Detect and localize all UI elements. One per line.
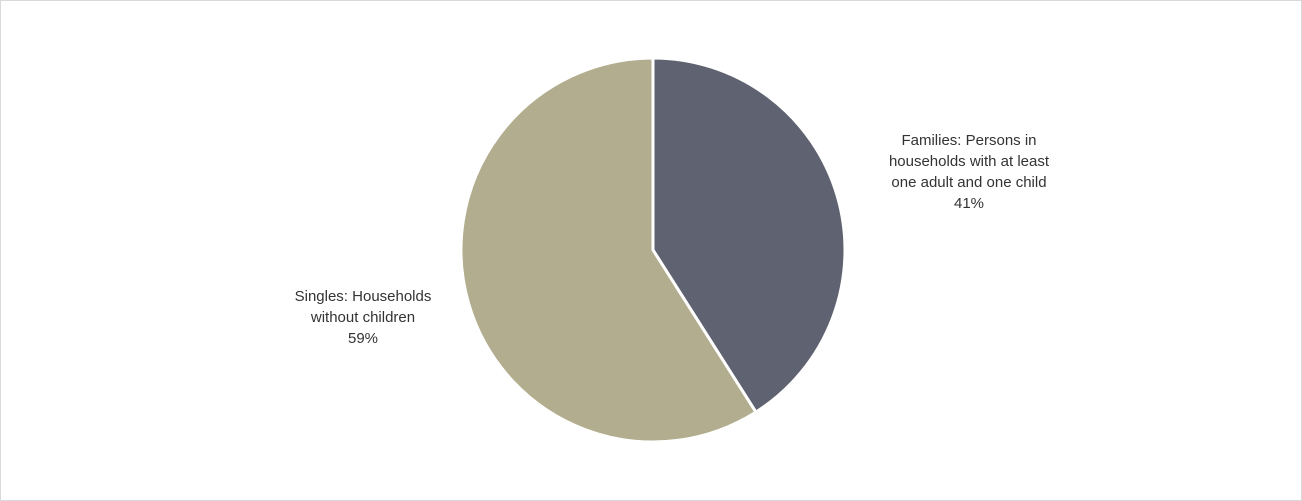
label-families-line-1: Families: Persons in [901, 132, 1037, 149]
label-singles: Singles: Households without children 59% [243, 286, 483, 349]
pie-slice-singles [459, 56, 758, 444]
label-families: Families: Persons in households with at … [849, 130, 1089, 214]
label-families-line-2: households with at least [888, 153, 1050, 170]
label-singles-line-2: without children [310, 309, 416, 326]
label-singles-percent: 59% [347, 330, 379, 347]
label-families-line-3: one adult and one child [891, 174, 1047, 191]
label-singles-line-1: Singles: Households [294, 288, 432, 305]
label-families-percent: 41% [953, 195, 985, 212]
